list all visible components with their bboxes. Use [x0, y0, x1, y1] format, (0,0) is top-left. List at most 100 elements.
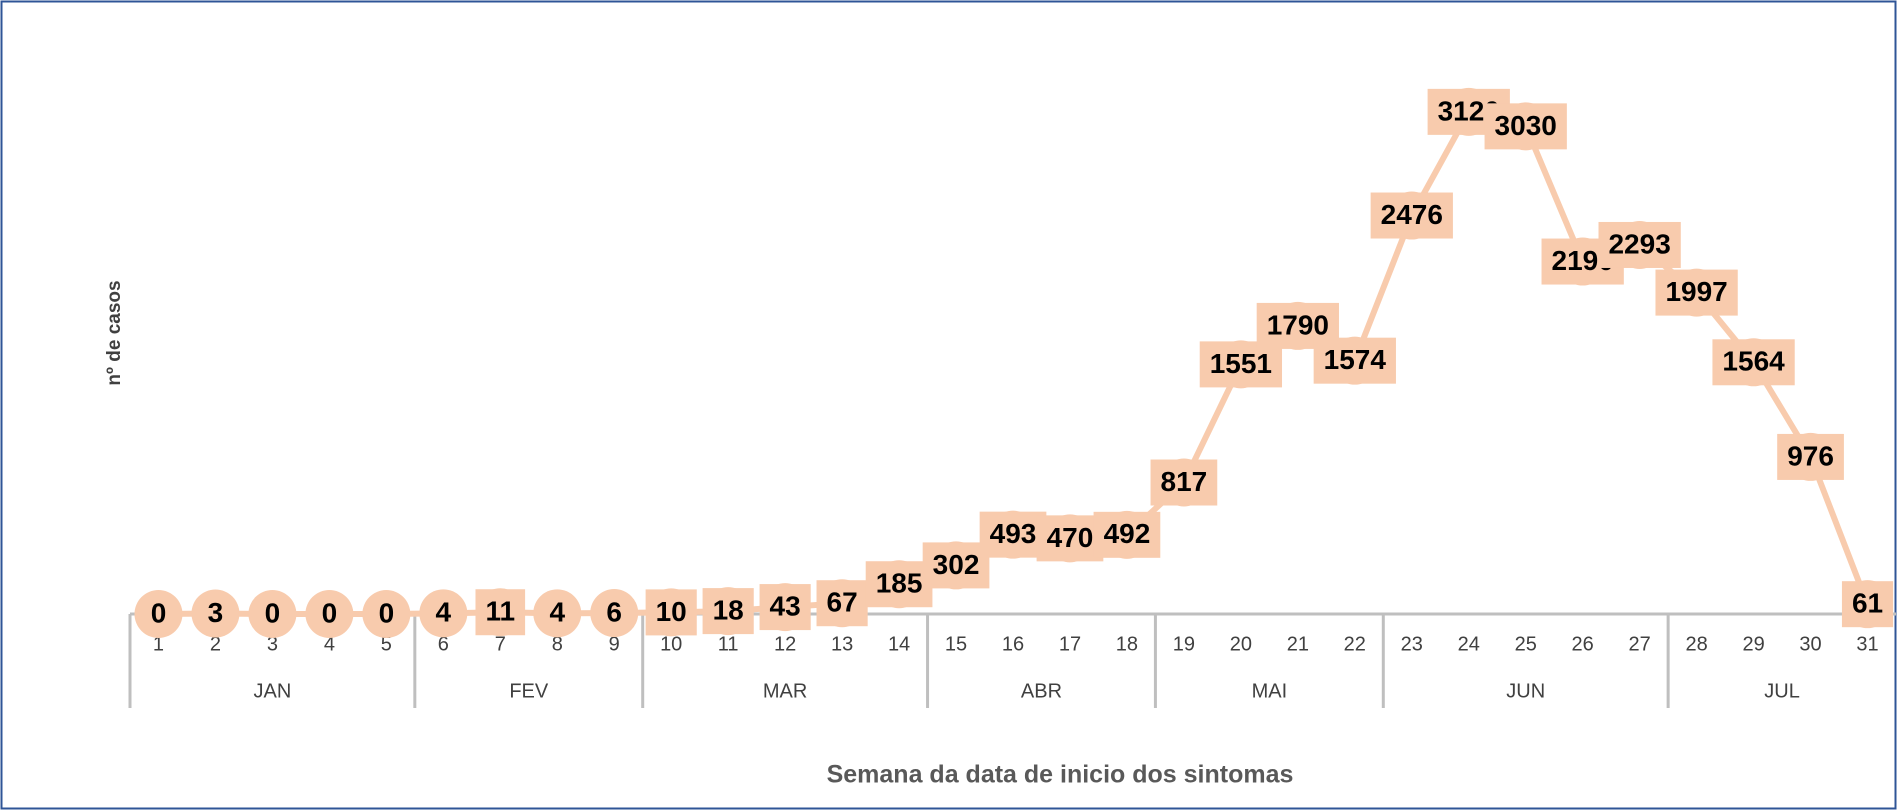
x-tick-label: 10: [660, 633, 682, 655]
data-label-bg: [475, 589, 526, 636]
data-label: 6: [606, 596, 622, 627]
data-label-group: 3030: [1484, 103, 1567, 150]
data-label: 185: [876, 568, 923, 599]
x-tick-label: 28: [1685, 633, 1707, 655]
data-label-bg: [1370, 192, 1453, 239]
data-label: 493: [990, 518, 1037, 549]
data-label: 1551: [1210, 348, 1272, 379]
data-label: 67: [827, 587, 858, 618]
x-tick-label: 19: [1173, 633, 1195, 655]
x-tick-label: 4: [324, 633, 335, 655]
data-label-group: 0: [322, 597, 338, 628]
month-label: JUN: [1506, 680, 1545, 702]
x-tick-label: 27: [1629, 633, 1651, 655]
x-tick-label: 20: [1230, 633, 1252, 655]
data-label-group: 185: [865, 561, 933, 608]
data-label: 817: [1161, 466, 1208, 497]
data-label-group: 67: [816, 580, 868, 627]
data-label-bg: [1655, 269, 1738, 316]
data-label: 10: [656, 596, 687, 627]
data-label-group: 1574: [1313, 337, 1396, 384]
data-label-bg: [979, 511, 1047, 558]
x-tick-label: 12: [774, 633, 796, 655]
data-point: [305, 590, 354, 638]
data-label-bg: [1313, 337, 1396, 384]
data-point: [362, 590, 411, 638]
data-label-bg: [1777, 433, 1844, 480]
data-label-group: 11: [475, 589, 526, 636]
data-label: 2476: [1381, 199, 1443, 230]
x-tick-label: 22: [1344, 633, 1366, 655]
x-tick-label: 1: [153, 633, 164, 655]
data-label-bg: [1199, 341, 1283, 388]
month-label: MAR: [763, 680, 807, 702]
data-label: 1564: [1722, 346, 1785, 377]
data-label-bg: [1598, 221, 1681, 268]
x-tick-label: 23: [1401, 633, 1423, 655]
data-label-group: 4: [436, 597, 452, 628]
data-point: [533, 589, 582, 638]
data-point: [248, 590, 297, 638]
x-tick-label: 2: [210, 633, 221, 655]
data-label-group: 1564: [1712, 339, 1795, 386]
month-label: MAI: [1252, 680, 1288, 702]
data-label: 0: [151, 597, 167, 628]
data-label: 43: [770, 590, 801, 621]
data-label-bg: [922, 542, 990, 589]
data-point: [590, 589, 639, 638]
month-label: JAN: [254, 680, 292, 702]
data-label-bg: [645, 589, 697, 636]
data-point: [134, 590, 183, 638]
month-label: ABR: [1021, 680, 1062, 702]
data-label-bg: [702, 588, 754, 635]
data-point: [419, 589, 468, 638]
data-label: 4: [549, 597, 565, 628]
data-label: 0: [265, 597, 281, 628]
data-label-group: 302: [922, 542, 990, 589]
data-label-group: 0: [379, 597, 395, 628]
x-tick-label: 30: [1799, 633, 1821, 655]
x-tick-label: 8: [552, 633, 563, 655]
data-label: 1574: [1324, 344, 1387, 375]
x-tick-label: 13: [831, 633, 853, 655]
data-label: 976: [1787, 440, 1834, 471]
data-label-group: 6: [606, 596, 622, 627]
x-tick-label: 14: [888, 633, 910, 655]
data-label: 3030: [1495, 110, 1557, 141]
data-label-group: 0: [265, 597, 281, 628]
data-label-bg: [1484, 103, 1567, 150]
x-tick-label: 7: [495, 633, 506, 655]
data-label: 492: [1104, 518, 1151, 549]
data-label-bg: [1036, 515, 1104, 562]
data-label-group: 0: [151, 597, 167, 628]
data-label-bg: [759, 584, 811, 631]
data-label-bg: [1093, 511, 1161, 558]
data-label-group: 2476: [1370, 192, 1453, 239]
x-tick-label: 6: [438, 633, 449, 655]
data-label: 11: [485, 596, 515, 627]
data-label-group: 18: [702, 588, 754, 635]
data-label-group: 492: [1093, 511, 1161, 558]
data-label-group: 61: [1841, 581, 1894, 628]
x-tick-label: 9: [609, 633, 620, 655]
data-label-group: 3: [208, 597, 224, 628]
data-label-bg: [1841, 581, 1894, 628]
x-tick-label: 5: [381, 633, 392, 655]
data-label-group: 10: [645, 589, 697, 636]
x-tick-label: 16: [1002, 633, 1024, 655]
x-tick-label: 3: [267, 633, 278, 655]
data-label: 61: [1852, 588, 1883, 619]
y-axis-label: nº de casos: [104, 280, 125, 385]
data-label-group: 1997: [1655, 269, 1738, 316]
x-tick-label: 17: [1059, 633, 1081, 655]
data-label-group: 817: [1150, 459, 1218, 506]
data-label: 0: [379, 597, 395, 628]
x-tick-label: 21: [1287, 633, 1309, 655]
x-tick-label: 29: [1742, 633, 1764, 655]
month-label: FEV: [509, 680, 549, 702]
data-label-bg: [1712, 339, 1795, 386]
data-label: 4: [436, 597, 452, 628]
x-tick-label: 18: [1116, 633, 1138, 655]
